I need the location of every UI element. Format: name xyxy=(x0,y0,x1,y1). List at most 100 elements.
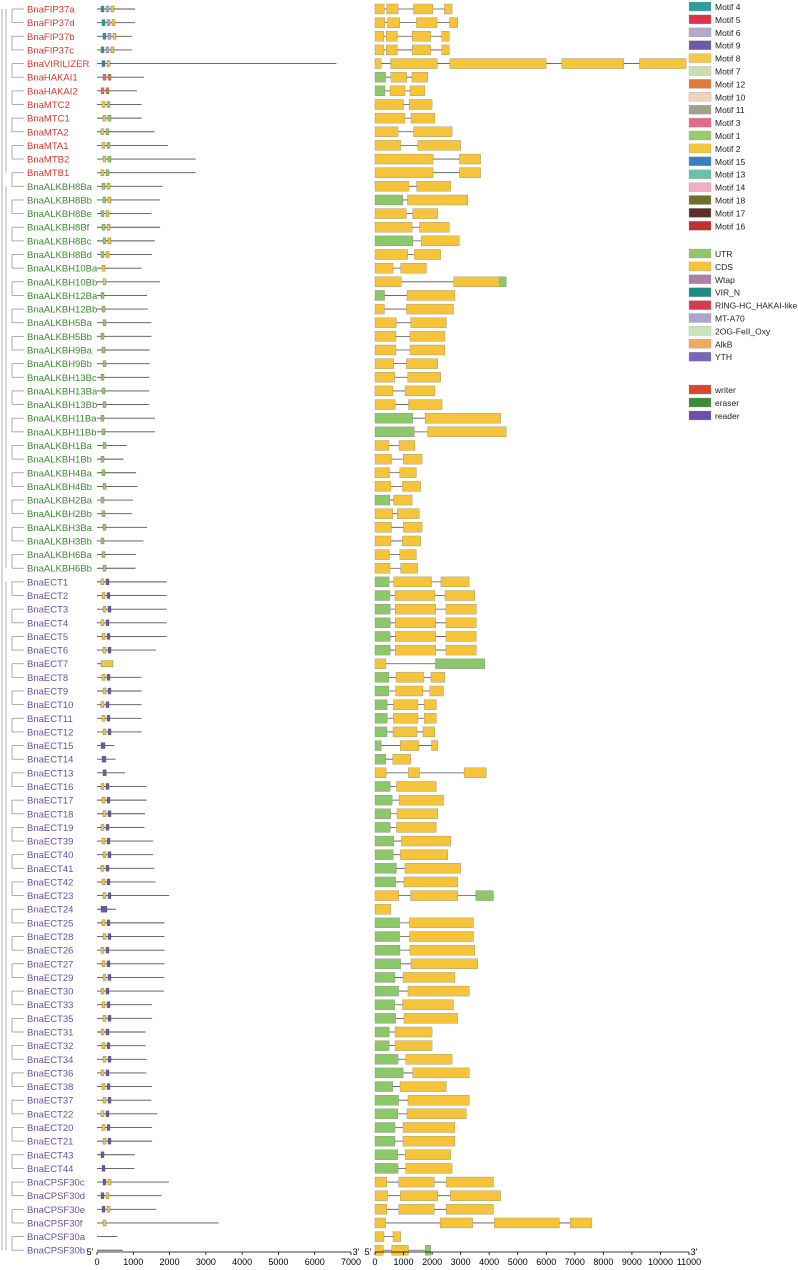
motif-box xyxy=(101,469,106,476)
exon-box xyxy=(374,358,394,369)
motif-box xyxy=(100,1151,105,1158)
motif-legend-swatch xyxy=(688,221,712,231)
motif-box xyxy=(105,169,110,176)
exon-box xyxy=(423,699,437,710)
motif-box xyxy=(106,715,111,722)
gene-label: BnaECT23 xyxy=(27,891,73,902)
exon-box xyxy=(445,617,477,628)
motif-box xyxy=(100,374,105,381)
exon-box xyxy=(411,44,431,56)
domain-legend-swatch xyxy=(688,261,712,272)
gene-label: BnaMTB1 xyxy=(27,168,69,179)
gene-label: BnaALKBH13Bb xyxy=(27,400,97,411)
domain-legend-swatch xyxy=(688,352,712,362)
gene-axis-end-3: 3' xyxy=(691,1247,698,1257)
exon-box xyxy=(386,3,399,15)
exon-box xyxy=(412,208,438,219)
motif-box xyxy=(100,292,105,299)
motif-box xyxy=(105,865,110,872)
exon-box xyxy=(445,604,477,615)
motif-box xyxy=(105,987,110,995)
exon-box xyxy=(416,17,438,28)
exon-box xyxy=(427,426,507,437)
gene-axis-tick-label: 0 xyxy=(372,1257,377,1267)
exon-box xyxy=(374,672,390,683)
motif-box xyxy=(102,360,107,367)
motif-box xyxy=(101,551,106,558)
group-legend: writer eraser reader xyxy=(688,384,740,421)
domain-legend-label: UTR xyxy=(715,249,732,259)
gene-label: BnaCPSF30d xyxy=(27,1191,85,1202)
gene-label: BnaECT40 xyxy=(27,850,73,861)
exon-box xyxy=(449,58,547,69)
gene-label: BnaECT15 xyxy=(27,741,73,752)
motif-legend-label: Motif 1 xyxy=(715,131,741,141)
exon-box xyxy=(374,590,391,601)
gene-label: BnaECT38 xyxy=(27,1082,73,1093)
exon-box xyxy=(444,590,476,601)
gene-label: BnaALKBH2Ba xyxy=(27,496,93,507)
exon-box xyxy=(403,522,423,533)
gene-label: BnaECT33 xyxy=(27,1000,73,1011)
motif-box xyxy=(100,251,105,258)
exon-box xyxy=(395,644,436,656)
exon-box xyxy=(394,1026,433,1038)
protein-axis-tick-label: 7000 xyxy=(341,1257,361,1267)
exon-box xyxy=(402,1122,456,1133)
exon-box xyxy=(374,549,390,560)
motif-legend: Motif 4 Motif 5 Motif 6 Motif 9 Motif 8 Motif… xyxy=(688,1,746,231)
exon-box xyxy=(394,590,436,601)
exon-box xyxy=(409,85,426,96)
gene-label: BnaALKBH13Ba xyxy=(27,386,98,397)
motif-box xyxy=(101,837,106,845)
exon-box xyxy=(399,740,420,751)
motif-legend-swatch xyxy=(688,66,712,76)
motif-box xyxy=(100,333,105,340)
motif-box xyxy=(101,796,106,804)
exon-box xyxy=(408,767,420,778)
exon-box xyxy=(400,849,448,860)
exon-box xyxy=(374,781,391,792)
motif-legend-swatch xyxy=(688,117,712,128)
exon-box xyxy=(440,576,470,588)
motif-box xyxy=(102,1097,107,1104)
exon-box xyxy=(374,754,386,765)
motif-box xyxy=(101,715,106,722)
exon-box xyxy=(374,44,385,56)
exon-box xyxy=(374,713,388,724)
exon-box xyxy=(374,167,434,178)
protein-axis-tick-label: 5000 xyxy=(268,1257,288,1267)
motif-box xyxy=(101,305,106,313)
gene-label: BnaALKBH1Bb xyxy=(27,455,92,466)
exon-box xyxy=(402,481,421,492)
motif-box xyxy=(107,237,112,245)
motif-box xyxy=(100,496,105,504)
motif-legend-swatch xyxy=(688,105,712,115)
motif-box xyxy=(100,87,105,94)
motif-box xyxy=(106,60,111,67)
exon-box xyxy=(459,153,481,165)
gene-label: BnaECT1 xyxy=(27,577,68,588)
gene-label: BnaECT41 xyxy=(27,864,73,875)
exon-box xyxy=(411,72,428,83)
exon-box xyxy=(374,72,386,83)
exon-box xyxy=(395,672,425,683)
motif-box xyxy=(107,974,112,981)
exon-box xyxy=(445,1204,494,1215)
motif-box xyxy=(107,851,112,858)
exon-box xyxy=(449,17,458,28)
motif-box xyxy=(100,5,105,13)
gene-label: BnaECT6 xyxy=(27,646,68,657)
gene-label: BnaMTA2 xyxy=(27,127,69,138)
gene-axis-end-5: 5' xyxy=(365,1247,372,1257)
exon-box xyxy=(374,1176,387,1188)
group-legend-label: reader xyxy=(715,411,740,421)
exon-box xyxy=(445,644,477,656)
exon-box xyxy=(435,658,486,669)
motif-box xyxy=(101,919,106,927)
exon-box xyxy=(374,958,401,969)
motif-box xyxy=(100,987,105,995)
protein-axis-tick-label: 0 xyxy=(94,1257,99,1267)
exon-box xyxy=(411,31,431,42)
gene-label: BnaALKBH3Ba xyxy=(27,523,93,534)
